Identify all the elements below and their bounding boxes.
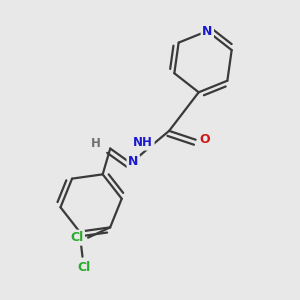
Text: Cl: Cl <box>70 231 83 244</box>
Text: Cl: Cl <box>77 261 91 274</box>
Text: NH: NH <box>133 136 153 149</box>
Text: N: N <box>202 25 212 38</box>
Text: H: H <box>91 137 101 150</box>
Text: N: N <box>128 155 138 168</box>
Text: O: O <box>200 133 210 146</box>
